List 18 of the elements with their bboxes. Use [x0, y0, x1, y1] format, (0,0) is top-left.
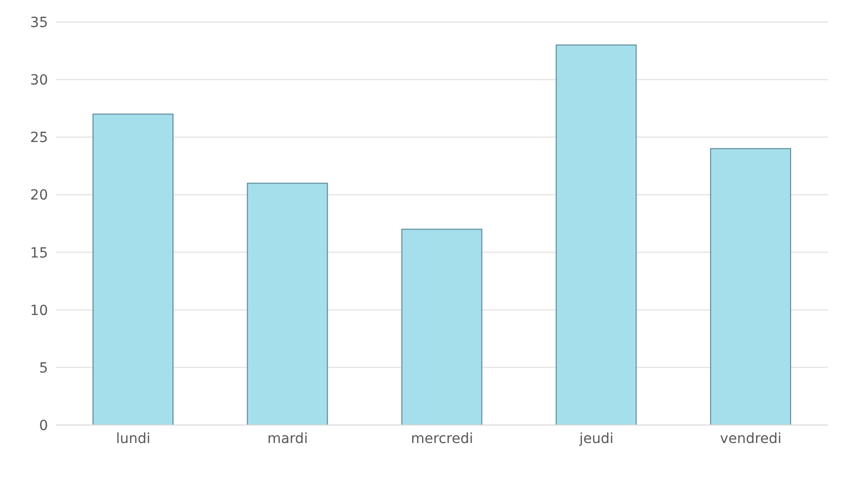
- bar: [246, 182, 328, 425]
- bar: [92, 114, 174, 425]
- x-tick-label: vendredi: [720, 430, 782, 447]
- y-tick-label: 5: [39, 360, 48, 376]
- y-tick-label: 10: [30, 302, 48, 319]
- y-tick-label: 0: [39, 418, 48, 434]
- y-tick-label: 35: [30, 14, 48, 31]
- x-tick-label: lundi: [116, 430, 150, 447]
- x-tick-label: mercredi: [410, 430, 474, 447]
- y-tick-label: 25: [30, 130, 48, 146]
- y-tick-label: 30: [30, 72, 48, 89]
- y-tick-label: 15: [30, 245, 48, 262]
- bar: [710, 148, 792, 425]
- x-tick-label: mardi: [267, 430, 308, 447]
- x-tick-label: jeudi: [578, 430, 614, 447]
- y-tick-label: 20: [30, 188, 48, 204]
- bar: [401, 228, 482, 425]
- bar: [556, 44, 637, 425]
